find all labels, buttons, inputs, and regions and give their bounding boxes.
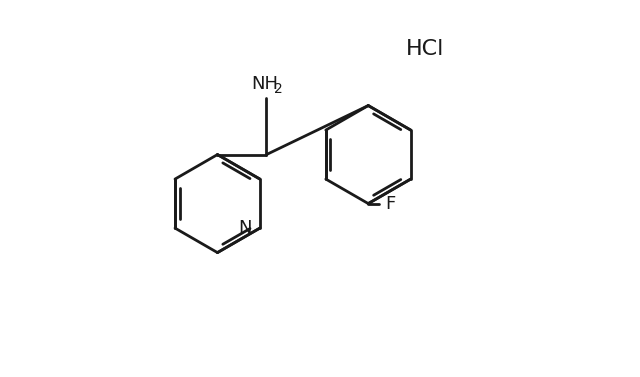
Text: F: F <box>385 195 396 213</box>
Text: NH: NH <box>251 75 278 93</box>
Text: 2: 2 <box>274 82 283 96</box>
Text: HCl: HCl <box>406 39 445 59</box>
Text: N: N <box>238 219 252 237</box>
